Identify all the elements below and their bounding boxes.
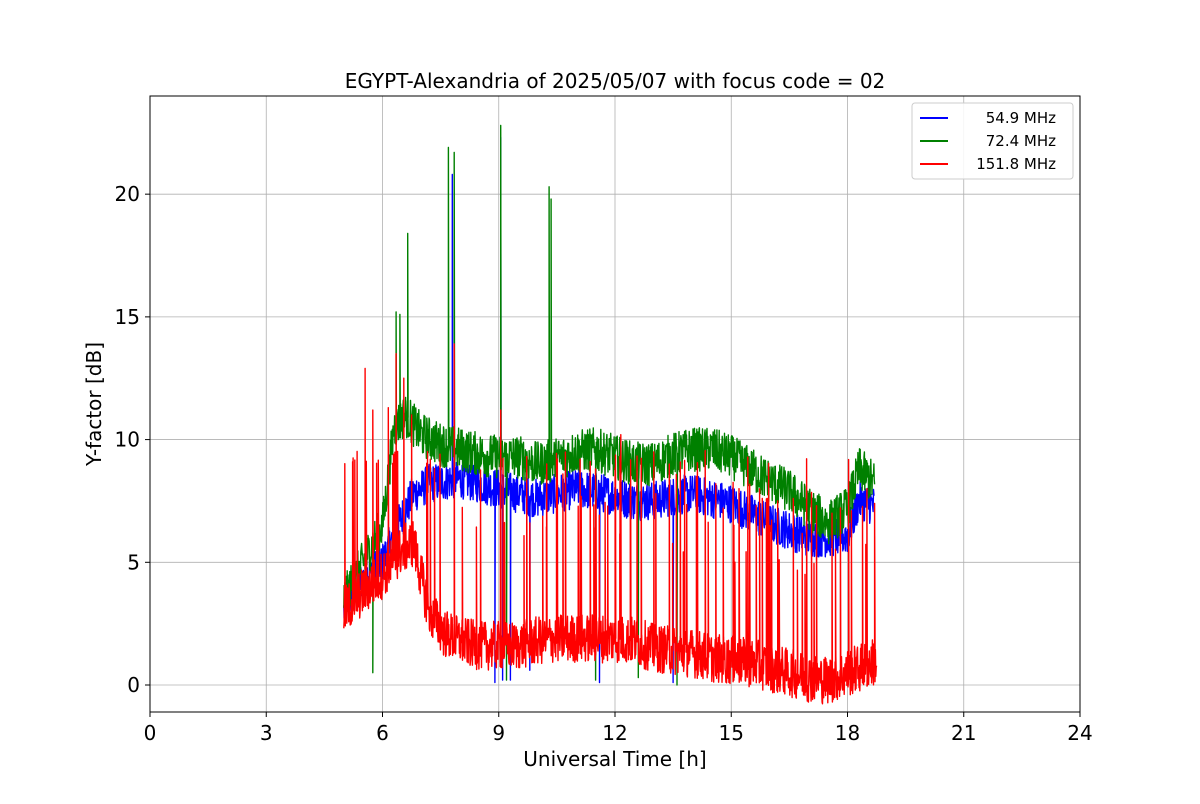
series-line-2 [343,124,876,686]
x-tick-label: 21 [951,721,976,745]
chart-title: EGYPT-Alexandria of 2025/05/07 with focu… [345,69,886,93]
x-tick-label: 9 [492,721,505,745]
x-tick-label: 18 [835,721,860,745]
legend: 54.9 MHz 72.4 MHz 151.8 MHz [911,102,1074,180]
x-tick-label: 3 [260,721,273,745]
legend-label-3: 151.8 MHz [976,155,1056,173]
x-axis-label: Universal Time [h] [523,747,706,771]
y-tick-label: 0 [127,673,140,697]
legend-label-2: 72.4 MHz [986,132,1056,150]
y-axis: 0 5 10 15 20 [115,182,150,697]
y-tick-label: 15 [115,305,140,329]
x-tick-label: 12 [602,721,627,745]
grid [149,96,1081,712]
x-tick-label: 6 [376,721,389,745]
series-layer [343,124,878,705]
y-tick-label: 5 [127,550,140,574]
x-tick-label: 0 [144,721,157,745]
legend-label-1: 54.9 MHz [986,109,1056,127]
x-axis: 0 3 6 9 12 15 18 21 24 [144,712,1093,745]
y-tick-label: 10 [115,428,140,452]
legend-box [911,102,1074,180]
y-axis-label: Y-factor [dB] [82,342,106,467]
y-tick-label: 20 [115,182,140,206]
series-line-1 [343,137,875,684]
x-tick-label: 24 [1067,721,1092,745]
x-tick-label: 15 [719,721,744,745]
series-line-3 [343,343,878,705]
